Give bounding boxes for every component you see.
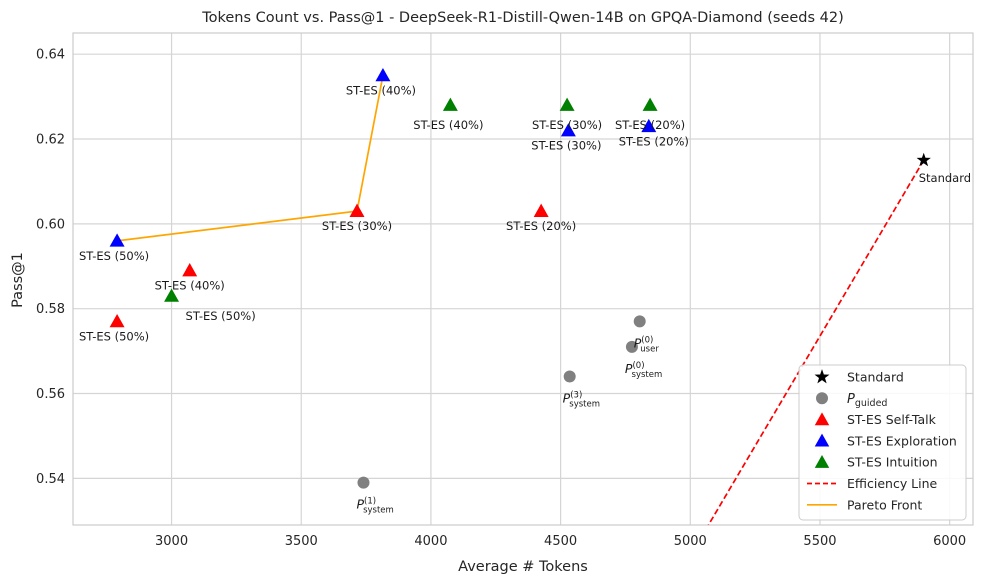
- y-tick-label: 0.64: [36, 48, 65, 63]
- st-es-self-talk-point-label: ST-ES (40%): [155, 279, 225, 293]
- st-es-self-talk-legend-swatch: [814, 412, 830, 426]
- p-guided-marker: [625, 340, 638, 353]
- st-es-exploration-point-label: ST-ES (30%): [531, 139, 601, 153]
- legend-frame: [798, 364, 967, 521]
- st-es-self-talk-point-label: ST-ES (50%): [79, 329, 149, 343]
- p-guided-marker: [357, 476, 370, 489]
- y-tick-label: 0.62: [36, 133, 65, 148]
- x-tick-label: 4500: [544, 534, 577, 549]
- y-tick-label: 0.56: [36, 387, 65, 402]
- pareto-front-line: [116, 75, 384, 242]
- st-es-intuition-marker: [559, 97, 575, 111]
- x-axis-label: Average # Tokens: [458, 559, 588, 575]
- standard-legend-label: Standard: [847, 370, 904, 385]
- plot-frame: [72, 32, 974, 526]
- axis-ticks: 3000 3500 4000 4500 5000 5500 6000 0.54 0.56 0.58…: [36, 48, 966, 549]
- st-es-exploration-legend-label: ST-ES Exploration: [847, 433, 957, 448]
- p-guided-marker: [563, 370, 576, 383]
- st-es-exploration-point-label: ST-ES (50%): [79, 249, 149, 263]
- st-es-exploration-point-label: ST-ES (40%): [346, 83, 416, 97]
- x-tick-label: 5000: [674, 534, 707, 549]
- st-es-exploration-marker: [375, 67, 391, 82]
- p-guided-legend-swatch: [816, 392, 828, 405]
- marker-layer: [109, 67, 931, 489]
- st-es-self-talk-marker: [349, 203, 365, 217]
- st-es-exploration-marker: [560, 123, 576, 137]
- st-es-self-talk-marker: [533, 203, 549, 217]
- p-guided-legend-label: Pguided: [847, 392, 887, 409]
- st-es-intuition-marker: [642, 97, 658, 111]
- x-tick-label: 4000: [414, 534, 447, 549]
- efficiency-line-line: [707, 159, 925, 525]
- y-axis-label: Pass@1: [10, 252, 26, 308]
- st-es-intuition-point-label: ST-ES (40%): [413, 118, 483, 132]
- efficiency-line-legend-label: Efficiency Line: [847, 476, 938, 491]
- st-es-self-talk-marker: [109, 313, 125, 328]
- y-tick-label: 0.60: [36, 217, 65, 232]
- p-guided-point-label: P(3) system: [563, 391, 600, 410]
- p-guided-marker: [633, 315, 646, 328]
- p-guided-point-label: P(1) system: [356, 497, 393, 516]
- st-es-self-talk-marker: [182, 263, 198, 277]
- st-es-intuition-point-label: ST-ES (30%): [532, 118, 602, 132]
- st-es-intuition-point-label: ST-ES (50%): [186, 309, 256, 323]
- st-es-intuition-marker: [164, 288, 180, 302]
- y-tick-label: 0.58: [36, 302, 65, 317]
- x-tick-label: 3500: [285, 534, 318, 549]
- st-es-intuition-legend-swatch: [814, 454, 830, 468]
- st-es-intuition-marker: [442, 97, 458, 111]
- chart-title: Tokens Count vs. Pass@1 - DeepSeek-R1-Di…: [201, 10, 844, 26]
- st-es-self-talk-point-label: ST-ES (30%): [322, 219, 392, 233]
- x-tick-label: 6000: [933, 534, 966, 549]
- st-es-exploration-point-label: ST-ES (20%): [619, 134, 689, 148]
- x-tick-label: 5500: [803, 534, 836, 549]
- standard-point-label: Standard: [919, 171, 971, 185]
- x-tick-label: 3000: [155, 534, 188, 549]
- standard-legend-swatch: [814, 369, 830, 384]
- p-guided-point-label: P(0) system: [625, 361, 662, 380]
- pareto-front-legend-label: Pareto Front: [847, 497, 922, 512]
- st-es-self-talk-legend-label: ST-ES Self-Talk: [847, 412, 937, 427]
- st-es-intuition-legend-label: ST-ES Intuition: [847, 455, 938, 470]
- standard-marker: [916, 152, 931, 167]
- st-es-exploration-legend-swatch: [814, 433, 830, 447]
- st-es-exploration-marker: [641, 118, 657, 133]
- st-es-intuition-point-label: ST-ES (20%): [615, 118, 685, 132]
- p-guided-point-label: P(0) user: [634, 335, 660, 354]
- grid-lines: [72, 32, 974, 526]
- st-es-self-talk-point-label: ST-ES (20%): [506, 219, 576, 233]
- legend: Standard Pguided ST-ES Self-Talk ST-ES Expl…: [798, 364, 967, 521]
- y-tick-label: 0.54: [36, 472, 65, 487]
- point-label-layer: Standard P(0) user P(0) system P(3) system P(1)…: [79, 83, 971, 515]
- st-es-exploration-marker: [109, 233, 125, 247]
